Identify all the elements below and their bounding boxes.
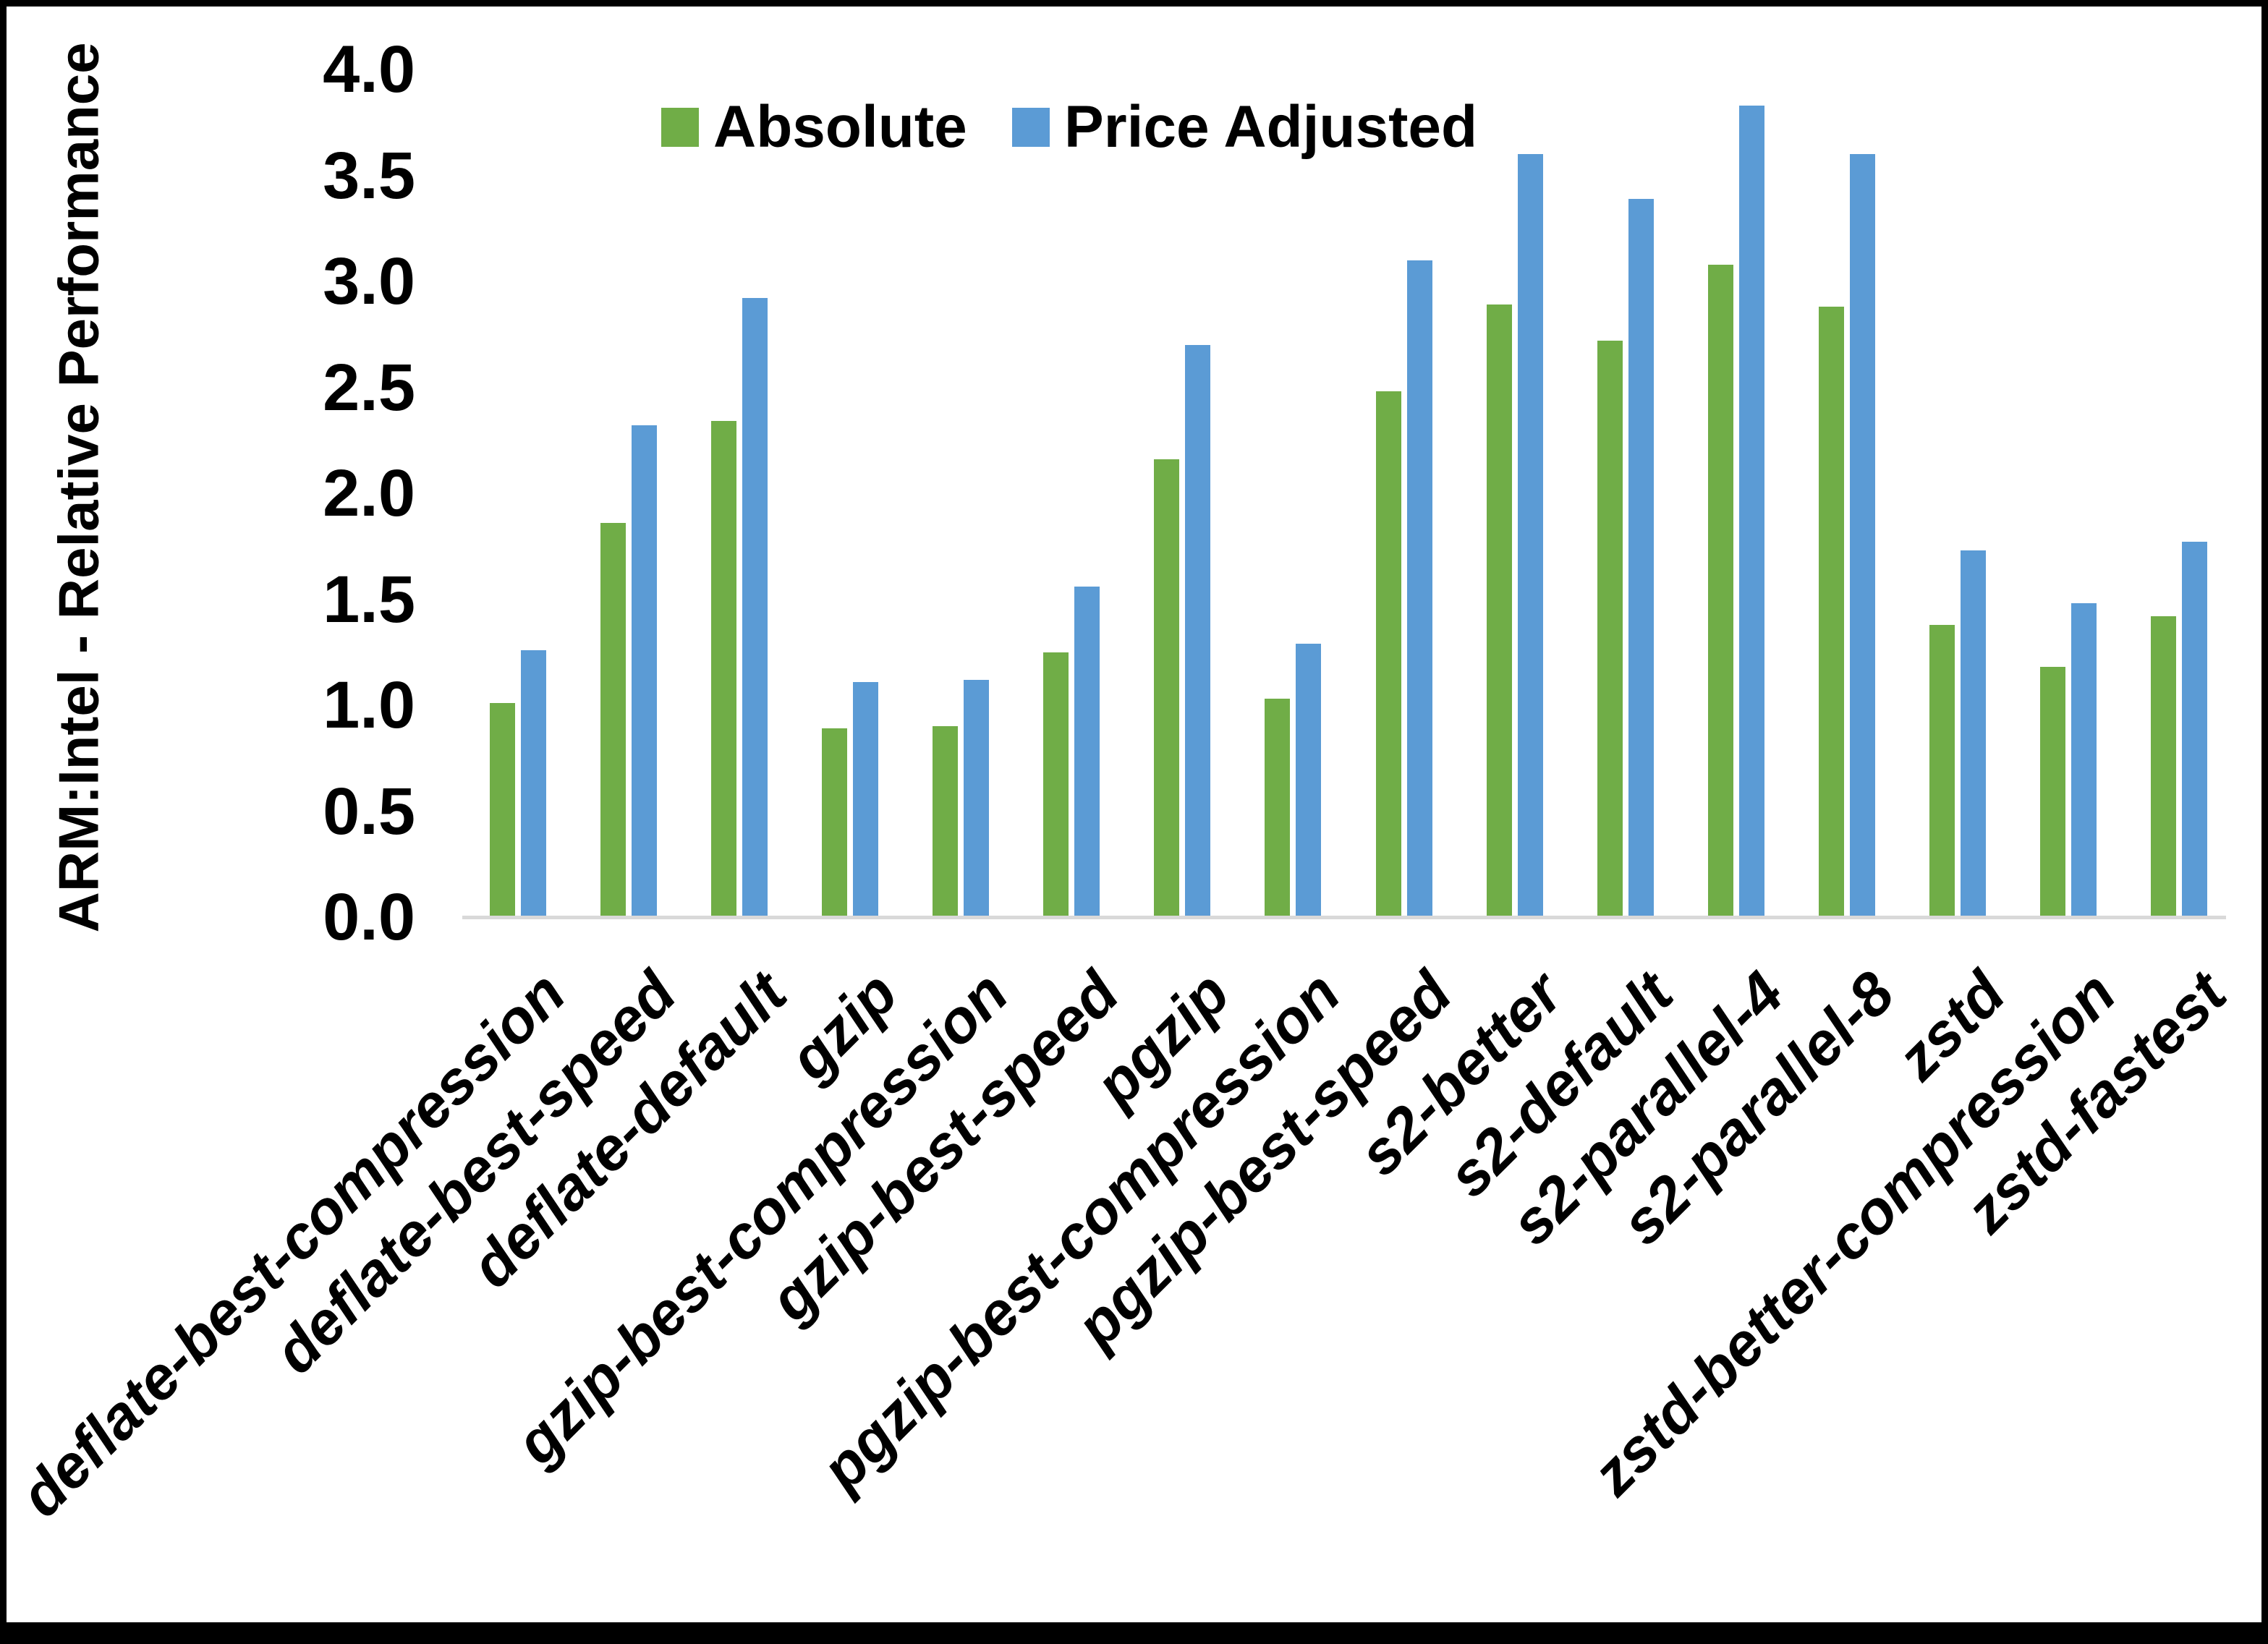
bar-absolute-zstd (1929, 624, 1955, 917)
y-tick-label: 4.0 (323, 33, 415, 106)
y-axis-title: ARM:Intel - Relative Performance (46, 42, 111, 933)
bar-price-adjusted-deflate-best-speed (632, 425, 658, 917)
bar-price-adjusted-deflate-best-compression (521, 649, 546, 917)
y-tick-label: 1.5 (323, 562, 415, 636)
bar-absolute-gzip (822, 728, 848, 917)
bar-price-adjusted-zstd-better-compression (2070, 603, 2097, 917)
bar-price-adjusted-gzip-best-speed (1074, 586, 1100, 917)
y-tick-label: 2.0 (323, 456, 415, 530)
bar-absolute-s2-better (1486, 304, 1512, 917)
bar-price-adjusted-zstd (1960, 550, 1986, 917)
bar-absolute-s2-default (1597, 341, 1623, 917)
bar-price-adjusted-pgzip (1185, 344, 1211, 917)
bar-absolute-s2-parallel-8 (1818, 307, 1844, 917)
legend-item-price-adjusted: Price Adjusted (1012, 98, 1477, 157)
bar-absolute-zstd-better-compression (2039, 667, 2065, 917)
bar-price-adjusted-gzip-best-compression (964, 679, 990, 917)
bar-absolute-s2-parallel-4 (1707, 264, 1733, 917)
x-axis-line (462, 916, 2226, 919)
y-tick-label: 2.5 (323, 350, 415, 425)
bar-absolute-deflate-best-speed (600, 523, 627, 917)
legend-label: Price Adjusted (1064, 94, 1478, 160)
y-tick-label: 3.5 (323, 138, 415, 213)
legend-item-absolute: Absolute (661, 98, 967, 157)
bar-price-adjusted-pgzip-best-speed (1406, 260, 1432, 917)
y-tick-label: 3.0 (323, 244, 415, 318)
bar-price-adjusted-deflate-default (742, 298, 768, 917)
bar-absolute-pgzip (1154, 459, 1180, 917)
legend-swatch-icon (661, 108, 699, 147)
bar-absolute-gzip-best-speed (1043, 652, 1069, 917)
bar-absolute-gzip-best-compression (933, 726, 959, 917)
bar-price-adjusted-pgzip-best-compression (1296, 644, 1322, 917)
bar-price-adjusted-zstd-fastest (2182, 542, 2208, 917)
y-tick-label: 0.0 (323, 880, 415, 954)
bar-absolute-deflate-default (711, 421, 737, 917)
bar-price-adjusted-s2-parallel-4 (1738, 105, 1764, 917)
bar-absolute-zstd-fastest (2151, 616, 2177, 917)
bar-price-adjusted-gzip (853, 681, 879, 917)
bar-price-adjusted-s2-default (1628, 198, 1654, 917)
bar-price-adjusted-s2-better (1517, 154, 1543, 917)
bar-absolute-deflate-best-compression (490, 703, 515, 917)
legend-swatch-icon (1012, 108, 1050, 147)
bar-absolute-pgzip-best-compression (1265, 699, 1291, 917)
bar-absolute-pgzip-best-speed (1375, 391, 1401, 917)
bar-price-adjusted-s2-parallel-8 (1849, 154, 1875, 917)
legend-label: Absolute (713, 94, 967, 160)
y-tick-label: 0.5 (323, 774, 415, 848)
y-tick-label: 1.0 (323, 668, 415, 742)
